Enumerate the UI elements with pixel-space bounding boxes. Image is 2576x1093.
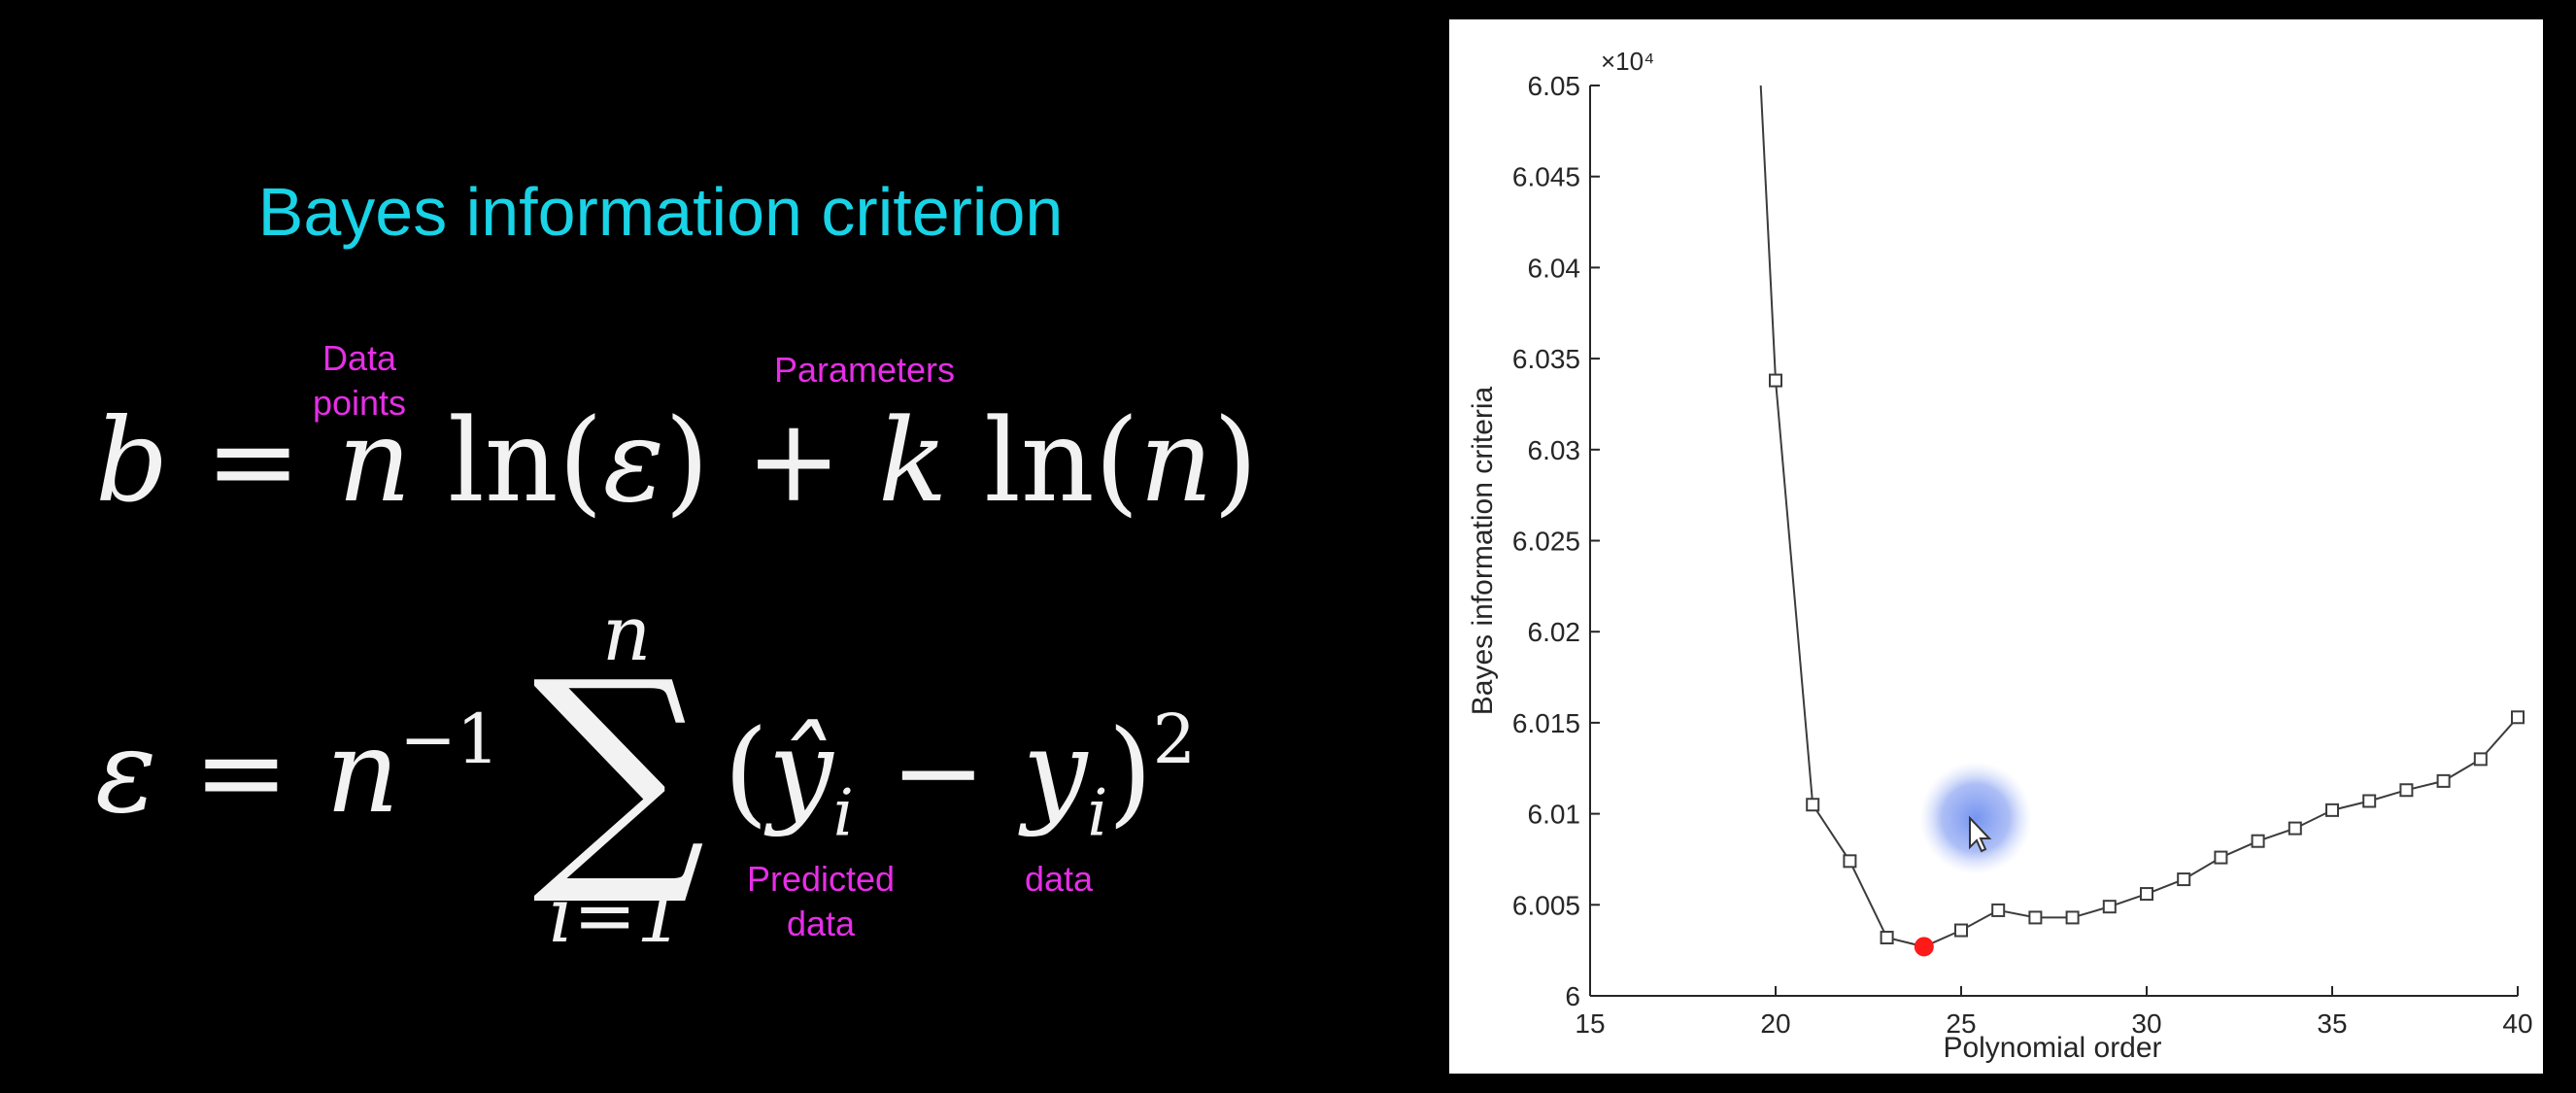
eq2-sum-upper: n [602, 591, 652, 678]
data-point-marker [2511, 710, 2525, 725]
y-tick-label: 6.01 [1528, 800, 1581, 830]
y-tick-label: 6.05 [1528, 71, 1581, 101]
annotation-data: data [1024, 859, 1094, 899]
eq1-epsilon: ε [602, 393, 665, 528]
y-tick-label: 6.005 [1512, 890, 1580, 920]
eq2-residual: (ŷi − yi)2 [724, 700, 1196, 851]
data-point-marker [2288, 821, 2302, 836]
y-tick-label: 6.015 [1512, 708, 1580, 738]
data-point-marker [1806, 798, 1820, 812]
y-tick-label: 6.045 [1512, 162, 1580, 192]
min-point-marker [1914, 937, 1934, 957]
eq2-epsilon: ε [95, 704, 157, 838]
eq2-n: n [325, 704, 400, 838]
eq1-lhs: b [95, 393, 169, 528]
cursor-halo [1919, 762, 2032, 874]
eq2-minus: − [890, 704, 987, 838]
plot-panel: 15 20 25 30 35 40 6 6.005 6.01 6.015 6.02 6.025 6.03… [1449, 19, 2543, 1074]
y-tick-label: 6 [1565, 981, 1580, 1011]
x-tick-label: 40 [2502, 1008, 2532, 1039]
eq1-n2: n [1138, 393, 1213, 528]
eq2-sub-i2: i [1087, 775, 1108, 851]
eq1-k: k [878, 393, 948, 528]
eq1-equals: = [205, 393, 301, 528]
eq2-equals: = [192, 704, 289, 838]
eq1-ln2: ln( [984, 393, 1139, 528]
x-axis-label: Polynomial order [1943, 1032, 2161, 1064]
data-point-marker [2065, 910, 2080, 925]
mouse-cursor [1919, 762, 2032, 874]
eq1-ln1: ln( [447, 393, 603, 528]
data-point-marker [2102, 900, 2117, 914]
y-tick-label: 6.03 [1528, 435, 1581, 465]
y-tick-label: 6.025 [1512, 527, 1580, 557]
eq2-yhat: ŷ [768, 704, 833, 838]
data-point-marker [2436, 773, 2451, 788]
bic-line-chart: 15 20 25 30 35 40 6 6.005 6.01 6.015 6.02 6.025 6.03… [1467, 47, 2533, 1064]
y-tick-label: 6.035 [1512, 344, 1580, 374]
annotation-data-points-line1: Data [322, 338, 397, 378]
data-point-marker [2325, 803, 2339, 817]
data-point-marker [1880, 931, 1894, 945]
eq2-sum-lower: i=1 [549, 872, 685, 960]
eq2-sub-i1: i [832, 775, 854, 851]
y-tick-label: 6.04 [1528, 253, 1581, 283]
y-tick-label: 6.02 [1528, 617, 1581, 647]
data-point-marker [1954, 923, 1968, 938]
data-point-marker [1843, 854, 1857, 869]
x-tick-label: 30 [2131, 1008, 2161, 1039]
eq2-close: ) [1107, 704, 1153, 838]
x-tick-label: 25 [1946, 1008, 1976, 1039]
data-point-marker [1769, 373, 1782, 388]
data-point-marker [1991, 903, 2006, 917]
eq1-plus: + [745, 393, 842, 528]
annotation-data-points-line2: points [312, 383, 407, 423]
eq2-open: ( [724, 704, 769, 838]
eq2-sum-symbol: ∑ [532, 629, 706, 911]
slide-title: Bayes information criterion [257, 174, 1064, 250]
x-tick-label: 15 [1575, 1008, 1605, 1039]
x-tick-label: 35 [2317, 1008, 2347, 1039]
data-point-marker [2251, 834, 2265, 848]
annotation-data-points: Data points [291, 336, 427, 426]
eq2-y: y [1022, 704, 1088, 838]
data-point-marker [2473, 752, 2488, 767]
annotation-predicted-data: Predicted data [719, 857, 923, 946]
data-point-marker [2177, 872, 2191, 887]
eq2-power: 2 [1152, 699, 1197, 779]
data-point-marker [2028, 910, 2043, 925]
eq1-n: n [337, 393, 412, 528]
annotation-predicted-line2: data [786, 904, 856, 943]
data-point-marker [2362, 794, 2377, 808]
annotation-predicted-line1: Predicted [746, 859, 896, 899]
cursor-arrow-icon [1969, 815, 1992, 853]
data-point-marker [2140, 887, 2153, 902]
data-point-marker [2214, 850, 2228, 865]
equation-epsilon: ε = n−1 [95, 700, 499, 838]
eq2-exponent: −1 [399, 699, 500, 779]
eq1-close2: ) [1212, 393, 1258, 528]
annotation-parameters: Parameters [773, 350, 956, 390]
eq1-close1: ) [664, 393, 710, 528]
series-line [1759, 85, 2519, 948]
y-axis-exponent: ×10⁴ [1601, 47, 1654, 76]
y-axis-label: Bayes information criteria [1467, 386, 1499, 715]
x-tick-label: 20 [1760, 1008, 1790, 1039]
data-point-marker [2399, 783, 2414, 798]
equation-bic: b = n ln(ε) + k ln(n) [95, 393, 1258, 528]
